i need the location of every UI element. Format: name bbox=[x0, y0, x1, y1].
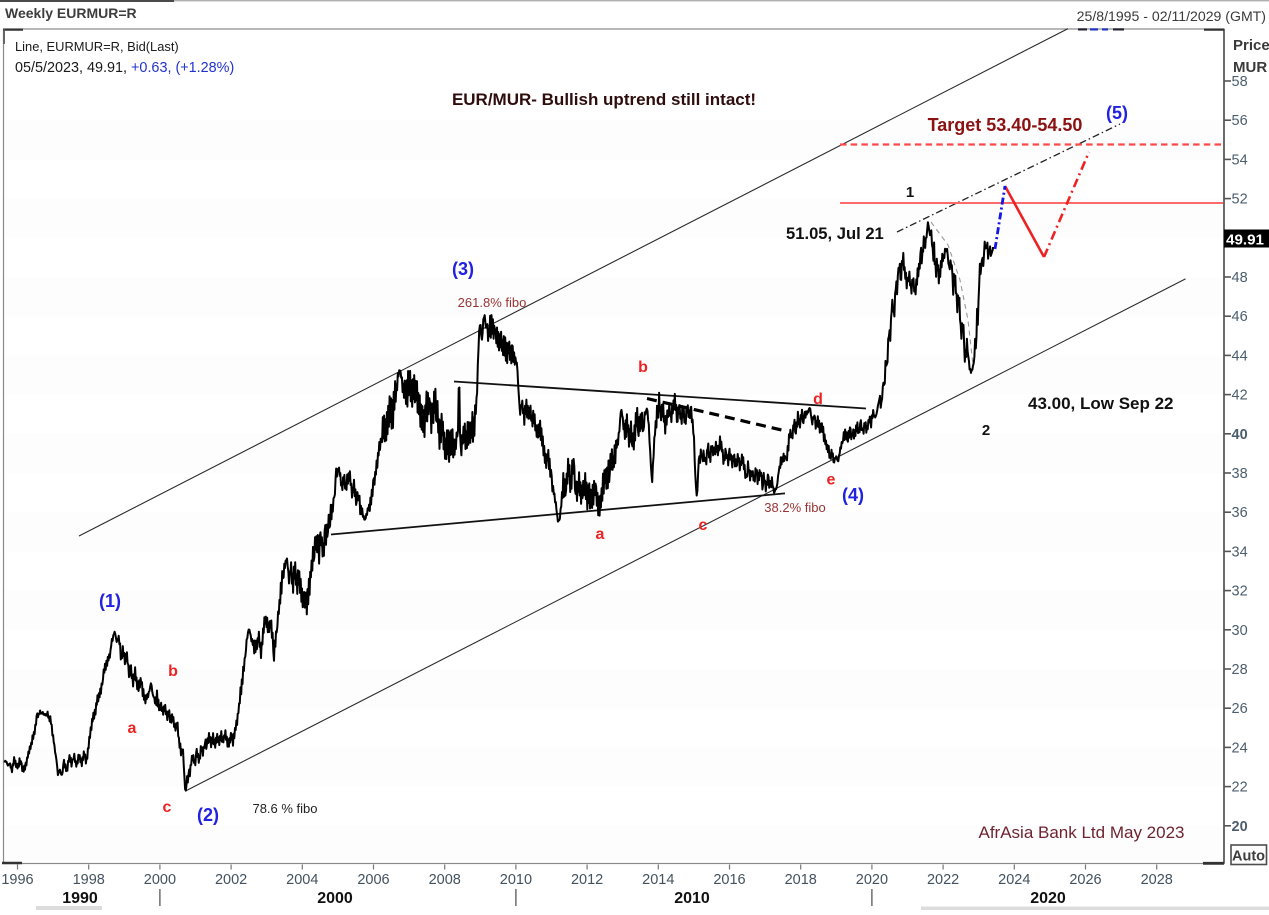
svg-text:2000: 2000 bbox=[144, 872, 176, 888]
svg-text:AfrAsia Bank Ltd May 2023: AfrAsia Bank Ltd May 2023 bbox=[978, 823, 1184, 842]
svg-text:b: b bbox=[168, 663, 178, 680]
svg-text:2008: 2008 bbox=[429, 872, 461, 888]
svg-text:2016: 2016 bbox=[713, 872, 745, 888]
svg-text:MUR: MUR bbox=[1233, 59, 1267, 76]
svg-text:b: b bbox=[638, 359, 648, 376]
svg-text:38.2% fibo: 38.2% fibo bbox=[764, 500, 825, 515]
svg-text:54: 54 bbox=[1232, 152, 1248, 168]
svg-text:58: 58 bbox=[1232, 74, 1248, 90]
svg-text:49.91: 49.91 bbox=[1226, 232, 1265, 249]
svg-text:43.00, Low Sep 22: 43.00, Low Sep 22 bbox=[1028, 394, 1174, 413]
svg-text:(1): (1) bbox=[99, 591, 121, 611]
svg-text:51.05, Jul 21: 51.05, Jul 21 bbox=[786, 224, 884, 243]
svg-text:2: 2 bbox=[982, 422, 990, 439]
svg-text:(4): (4) bbox=[842, 485, 864, 505]
svg-text:2010: 2010 bbox=[674, 890, 710, 907]
svg-text:2022: 2022 bbox=[927, 872, 959, 888]
svg-text:22: 22 bbox=[1232, 780, 1248, 796]
svg-text:261.8% fibo: 261.8% fibo bbox=[458, 295, 527, 310]
svg-text:2026: 2026 bbox=[1069, 872, 1101, 888]
svg-text:2012: 2012 bbox=[571, 872, 603, 888]
svg-text:(5): (5) bbox=[1106, 103, 1128, 123]
svg-text:Weekly EURMUR=R: Weekly EURMUR=R bbox=[5, 5, 137, 21]
svg-text:c: c bbox=[163, 799, 172, 816]
svg-text:c: c bbox=[699, 517, 708, 534]
svg-text:44: 44 bbox=[1232, 348, 1248, 364]
svg-text:1: 1 bbox=[906, 184, 914, 201]
svg-text:e: e bbox=[827, 472, 836, 489]
svg-text:1998: 1998 bbox=[73, 872, 105, 888]
svg-text:2028: 2028 bbox=[1141, 872, 1173, 888]
svg-text:28: 28 bbox=[1232, 662, 1248, 678]
svg-text:2024: 2024 bbox=[998, 872, 1030, 888]
svg-text:34: 34 bbox=[1232, 544, 1248, 560]
svg-text:2010: 2010 bbox=[500, 872, 532, 888]
svg-text:32: 32 bbox=[1232, 584, 1248, 600]
svg-text:Target 53.40-54.50: Target 53.40-54.50 bbox=[928, 115, 1083, 135]
svg-text:1990: 1990 bbox=[62, 890, 98, 907]
svg-text:a: a bbox=[128, 720, 137, 737]
svg-text:20: 20 bbox=[1232, 819, 1248, 835]
svg-text:2002: 2002 bbox=[215, 872, 247, 888]
svg-text:78.6 % fibo: 78.6 % fibo bbox=[252, 801, 317, 816]
svg-text:2000: 2000 bbox=[317, 890, 353, 907]
svg-text:42: 42 bbox=[1232, 388, 1248, 404]
svg-text:Line, EURMUR=R, Bid(Last): Line, EURMUR=R, Bid(Last) bbox=[15, 39, 179, 54]
svg-text:56: 56 bbox=[1232, 113, 1248, 129]
svg-text:26: 26 bbox=[1232, 701, 1248, 717]
svg-text:a: a bbox=[596, 526, 605, 543]
svg-text:48: 48 bbox=[1232, 270, 1248, 286]
svg-text:52: 52 bbox=[1232, 192, 1248, 208]
svg-text:2006: 2006 bbox=[357, 872, 389, 888]
svg-text:EUR/MUR- Bullish uptrend still: EUR/MUR- Bullish uptrend still intact! bbox=[452, 90, 756, 109]
svg-text:2020: 2020 bbox=[1030, 890, 1066, 907]
svg-text:2020: 2020 bbox=[856, 872, 888, 888]
svg-text:(3): (3) bbox=[452, 259, 474, 279]
svg-text:(2): (2) bbox=[197, 805, 219, 825]
svg-text:24: 24 bbox=[1232, 740, 1248, 756]
svg-text:25/8/1995 - 02/11/2029 (GMT): 25/8/1995 - 02/11/2029 (GMT) bbox=[1077, 8, 1266, 24]
svg-text:36: 36 bbox=[1232, 505, 1248, 521]
svg-text:2018: 2018 bbox=[785, 872, 817, 888]
svg-text:Auto: Auto bbox=[1232, 849, 1265, 865]
svg-text:2004: 2004 bbox=[286, 872, 318, 888]
svg-text:05/5/2023, 49.91, +0.63, (+1.2: 05/5/2023, 49.91, +0.63, (+1.28%) bbox=[15, 60, 234, 76]
svg-text:1996: 1996 bbox=[1, 872, 33, 888]
svg-text:d: d bbox=[813, 391, 823, 408]
svg-text:30: 30 bbox=[1232, 623, 1248, 639]
svg-text:2014: 2014 bbox=[642, 872, 674, 888]
svg-text:40: 40 bbox=[1232, 427, 1248, 443]
svg-text:46: 46 bbox=[1232, 309, 1248, 325]
svg-text:38: 38 bbox=[1232, 466, 1248, 482]
svg-text:Price: Price bbox=[1233, 37, 1269, 54]
